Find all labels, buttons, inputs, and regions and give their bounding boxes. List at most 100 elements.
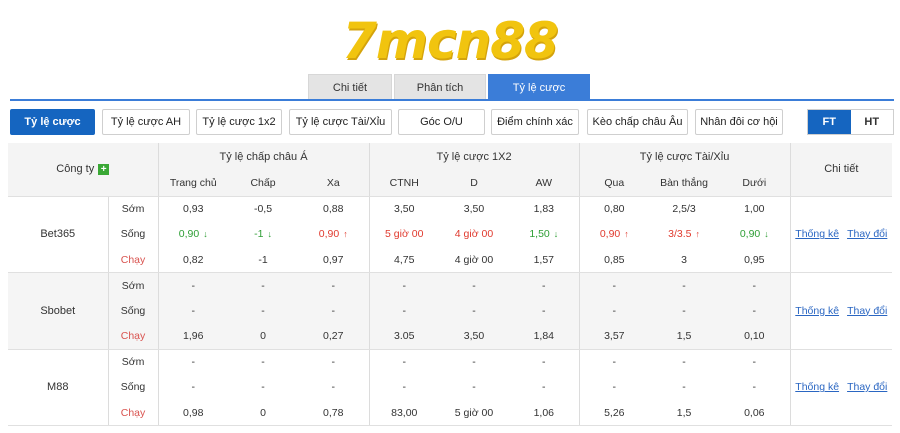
odds-stage-label: Sớm (108, 349, 159, 375)
ft-button[interactable]: FT (808, 110, 851, 134)
changes-link[interactable]: Thay đổi (847, 381, 888, 394)
corner-ou-button[interactable]: Góc O/U (398, 109, 485, 135)
odds-cell: 0,80 (579, 196, 649, 222)
odds-cell: - (579, 298, 650, 324)
stats-link[interactable]: Thống kê (795, 304, 840, 317)
detail-header: Chi tiết (790, 143, 893, 197)
odds-value: 0,90 (178, 228, 200, 241)
odds-button[interactable]: Tỷ lệ cược (10, 109, 95, 135)
odds-value: - (331, 381, 336, 394)
tab-analysis[interactable]: Phân tích (394, 74, 486, 100)
odds-1x2-button[interactable]: Tỷ lệ cược 1x2 (196, 109, 282, 135)
odds-cell: - (719, 272, 791, 298)
col-away: Xa (298, 170, 370, 197)
logo-text: 7mcn88 (342, 12, 559, 70)
col-aw: AW (509, 170, 580, 197)
col-ctnh: CTNH (369, 170, 440, 197)
odds-cell: 2,5/3 (649, 196, 719, 222)
table-row: Chạy 1,96 0 0,27 3.05 3,50 1,84 3,57 1,5 0,10 (8, 323, 892, 350)
odds-value: 3,50 (463, 203, 485, 215)
stats-link[interactable]: Thống kê (795, 381, 840, 394)
odds-cell: 0,88 (298, 196, 370, 222)
site-logo[interactable]: 7mcn88 (0, 10, 900, 72)
changes-link[interactable]: Thay đổi (847, 228, 888, 241)
odds-value: - (542, 381, 546, 394)
odds-cell: 1,06 (509, 400, 580, 426)
add-company-icon[interactable]: + (98, 163, 110, 175)
odds-value: - (472, 279, 476, 292)
col-home: Trang chủ (158, 170, 229, 197)
odds-value: 0,98 (183, 406, 204, 419)
odds-value: - (542, 356, 546, 368)
odds-cell: - (158, 272, 229, 298)
col-draw: D (439, 170, 510, 197)
odds-cell: 0,90 ↓ (719, 221, 791, 247)
odds-value: 5 giờ 00 (454, 406, 494, 419)
odds-ah-button[interactable]: Tỷ lệ cược AH (102, 109, 190, 135)
odds-value: - (612, 356, 617, 368)
odds-value: 4,75 (394, 253, 415, 266)
changes-link[interactable]: Thay đổi (847, 304, 888, 317)
odds-value: 3,57 (604, 330, 625, 342)
company-name: M88 (8, 349, 109, 426)
odds-cell: - (719, 298, 791, 324)
odds-cell: 3,50 (439, 196, 509, 222)
odds-cell: - (649, 349, 719, 375)
detail-links: Thống kê Thay đổi (790, 272, 893, 350)
odds-value: - (682, 381, 686, 394)
odds-value: - (402, 279, 407, 292)
odds-value: 2,5/3 (672, 203, 696, 215)
correct-score-button[interactable]: Điểm chính xác (491, 109, 579, 135)
ft-ht-toggle: FT HT (807, 109, 894, 135)
odds-value: - (472, 381, 476, 394)
odds-cell: 5 giờ 00 (439, 400, 510, 426)
odds-cell: 1,5 (649, 323, 720, 350)
odds-value: - (612, 381, 617, 394)
odds-cell: 1,83 (509, 196, 580, 222)
odds-cell: - (369, 375, 439, 401)
odds-value: 0,90 (739, 228, 761, 241)
odds-value: - (261, 356, 265, 368)
odds-cell: 3.05 (369, 323, 440, 350)
stats-link[interactable]: Thống kê (795, 228, 840, 241)
company-header: Công ty + (8, 143, 159, 197)
odds-cell: - (719, 349, 791, 375)
odds-value: - (191, 381, 196, 394)
odds-value: 0,90 (318, 228, 340, 241)
odds-over-under-button[interactable]: Tỷ lệ cược Tài/Xỉu (289, 109, 392, 135)
tab-odds[interactable]: Tỷ lệ cược (488, 74, 590, 100)
odds-value: -0,5 (253, 203, 273, 215)
odds-value: 1,96 (183, 330, 204, 342)
odds-value: 0,88 (323, 203, 344, 215)
col-over: Qua (579, 170, 650, 197)
odds-value: 3 (681, 253, 687, 266)
odds-value: 1,5 (676, 330, 692, 342)
table-row: Chạy 0,82 -1 0,97 4,75 4 giờ 00 1,57 0,85 3 0,95 (8, 247, 892, 273)
odds-stage-label: Chạy (108, 323, 159, 350)
odds-cell: 0,27 (298, 323, 370, 350)
odds-cell: 0,82 (158, 247, 229, 273)
odds-value: - (752, 356, 757, 368)
odds-value: 3.05 (394, 330, 415, 342)
odds-stage-label: Sớm (108, 196, 159, 222)
odds-cell: 5 giờ 00 (369, 222, 439, 248)
tab-detail[interactable]: Chi tiết (308, 74, 392, 100)
odds-value: 83,00 (391, 406, 418, 419)
ht-button[interactable]: HT (864, 116, 880, 128)
european-handicap-button[interactable]: Kèo chấp châu Âu (587, 109, 688, 135)
odds-cell: 3/3.5 ↑ (649, 222, 719, 248)
odds-value: - (612, 279, 617, 292)
odds-cell: - (719, 374, 791, 400)
odds-cell: 3,50 (439, 323, 510, 350)
detail-links: Thống kê Thay đổi (790, 196, 893, 273)
odds-value: -1 (258, 253, 268, 266)
odds-cell: - (579, 272, 650, 298)
odds-stage-label: Chạy (108, 400, 159, 426)
odds-value: - (331, 304, 336, 317)
odds-cell: 0,90 ↑ (298, 221, 370, 247)
odds-stage-label: Sống (108, 374, 159, 400)
odds-value: 5,26 (604, 406, 625, 419)
odds-value: - (682, 279, 686, 292)
double-chance-button[interactable]: Nhân đôi cơ hội (695, 109, 783, 135)
odds-value: -1 (254, 228, 264, 241)
